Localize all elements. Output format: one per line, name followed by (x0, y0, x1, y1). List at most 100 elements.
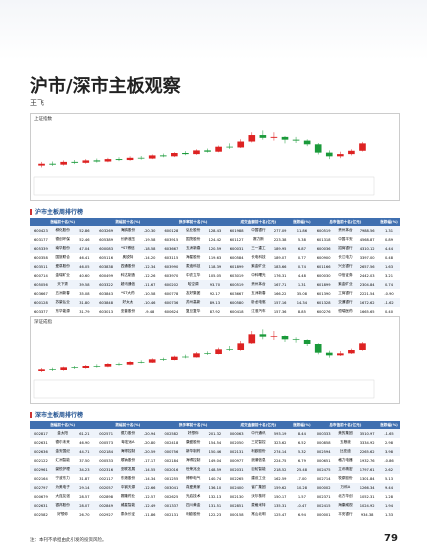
table-cell: 6.94 (297, 512, 306, 517)
table-cell: 601166 (312, 262, 335, 271)
table-cell: 603511 (30, 262, 52, 271)
candle-body (292, 339, 300, 340)
table-cell: 600128 (160, 226, 183, 235)
column-header: 成交金额前十名(亿元) (225, 218, 291, 226)
chart-title: 深证成指 (34, 318, 52, 325)
table-cell: 002961 (30, 465, 52, 474)
table-cell: 600128 (30, 298, 52, 307)
column-header: 成交金额前十名(亿元) (225, 421, 291, 429)
table-cell: 183.66 (269, 262, 291, 271)
table-cell: 长龄液压 (120, 237, 136, 241)
table-cell: 五洲新春 (55, 291, 70, 295)
table-cell: 132.13 (208, 494, 222, 499)
table-cell: -20.80 (143, 440, 156, 445)
table-cell: 柳化股份 (51, 226, 74, 235)
table-cell: 000158 (229, 512, 244, 517)
table-cell: 118.39 (204, 262, 226, 271)
table-cell: 120.59 (204, 244, 226, 253)
table-cell: 002714 (316, 476, 331, 481)
candle-body (303, 340, 311, 344)
table-row: 000679 大连友谊 28.57 002898 赛隆药业 -12.57 002625 光启技… (30, 492, 400, 501)
table-cell: 149.04 (208, 458, 222, 463)
table-cell: -0.86 (384, 458, 394, 463)
table-cell: 0.48 (384, 255, 393, 260)
candle-body (359, 343, 366, 350)
table-cell: 真爱美家 (182, 483, 204, 492)
table-cell: 科达制造 (120, 273, 136, 277)
table-cell: 603013 (99, 309, 113, 314)
table-cell: 000977 (229, 458, 244, 463)
table-row: 603377 东华能源 31.79 603013 亚普股份 -9.48 600624 复旦复华… (30, 307, 400, 316)
table-cell: -14.55 (138, 465, 161, 474)
table-cell: -11.86 (143, 512, 156, 517)
section-heading: 沪市主板周排行榜 (30, 207, 83, 216)
table-cell: 2.62 (378, 465, 400, 474)
table-row: 002797 为美电子 29.14 002057 中钢天源 -12.66 003041 真爱美… (30, 483, 400, 492)
table-cell: 000001 (316, 512, 331, 517)
candlestick-chart: 深证成指 (30, 316, 400, 404)
title: 沪市/深市主板观察 (30, 76, 181, 97)
table-cell: 7988.56 (356, 226, 378, 235)
table-cell: 125.47 (273, 512, 287, 517)
table-cell: -0.90 (384, 291, 394, 296)
table-cell: 601328 (312, 298, 335, 307)
table-cell: -20.94 (138, 429, 161, 438)
candle-body (104, 159, 112, 162)
table-cell: 000063 (225, 429, 248, 438)
table-cell: 600031 (225, 244, 248, 253)
header-row: 涨幅前十名(%) 跌幅前十名(%) 换手率前十名(%) 成交金额前十名(亿元) 涨跌幅(… (30, 421, 400, 429)
table-cell: 002797 (30, 483, 52, 492)
table-cell: 东华能源 (55, 309, 70, 313)
table-cell: 海鸥股份 (117, 226, 139, 235)
table-cell: 兴业银行 (334, 262, 357, 271)
table-cell: 002117 (99, 476, 113, 481)
candle-body (115, 364, 123, 365)
table-cell: 银邦股份 (51, 501, 74, 510)
table-cell: 3510.97 (356, 429, 378, 438)
candle-body (93, 366, 101, 367)
candle-body (82, 366, 90, 368)
table-row: 603667 五洲新春 35.08 603843 *ST大药 -10.58 600778 友好… (30, 289, 400, 298)
candle-body (204, 353, 211, 354)
table-cell: 122.23 (208, 512, 222, 517)
table-cell: 亚联发展 (117, 465, 139, 474)
table-cell: 002849 (95, 501, 117, 510)
table-cell: 1672.62 (356, 298, 378, 307)
table-cell: 603322 (95, 280, 117, 289)
table-cell: 605056 (30, 280, 52, 289)
table-cell: 工商银行 (338, 291, 353, 295)
candle-body (215, 146, 222, 152)
column-header: 跌幅前十名(%) (95, 421, 161, 429)
table-cell: 124.42 (208, 237, 222, 242)
table-cell: 立讯精密 (334, 465, 357, 474)
candle-body (93, 160, 101, 162)
table-cell: 1932.76 (359, 458, 375, 463)
candle-body (193, 150, 200, 155)
table-cell: 148.59 (204, 465, 226, 474)
table-cell: 0.74 (378, 280, 400, 289)
table-cell: 002400 (225, 483, 248, 492)
table-cell: 粤宏远A (121, 440, 135, 444)
table-cell: 亚普股份 (120, 309, 136, 313)
table-cell: 3397.00 (359, 255, 375, 260)
table-cell: 002184 (95, 447, 117, 456)
table-cell: 海得控制 (185, 458, 201, 462)
table-cell: 002164 (34, 476, 48, 481)
table-cell: 000858 (316, 440, 331, 445)
candle-body (292, 139, 300, 141)
table-cell: 002475 (312, 465, 335, 474)
table-cell: 紫金矿业 (247, 262, 270, 271)
table-cell: 泰永长征 (120, 512, 136, 516)
table-cell: 600499 (99, 273, 113, 278)
table-cell: 002631 (34, 440, 48, 445)
candle-body (270, 336, 278, 337)
column-header: 涨幅前十名(%) (30, 421, 96, 429)
table-cell: 贵州茅台 (334, 226, 357, 235)
column-header: 换手率前十名(%) (160, 218, 226, 226)
table-cell: 39.58 (73, 280, 96, 289)
table-row: 605056 天下秀 39.58 603322 超讯通信 -11.67 600202 哈空调 9… (30, 280, 400, 289)
table-cell: 167.71 (269, 280, 291, 289)
table-cell: 002265 (229, 476, 244, 481)
table-row: 600128 苏豪弘业 31.80 603848 好太太 -10.46 600736 苏州高新… (30, 298, 400, 307)
footnote: 注：本刊不承担由此引发的投资风险。 (30, 538, 107, 543)
